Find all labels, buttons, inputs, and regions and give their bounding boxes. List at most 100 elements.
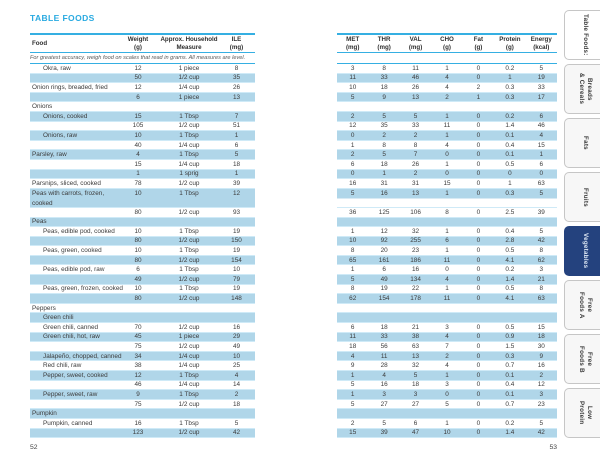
table-row: Peas, green, frozen, cooked 10 1 Tbsp 19 (30, 285, 255, 295)
cell-fat: 0 (476, 295, 481, 303)
cell-measure: 1 piece (178, 64, 200, 72)
cell-weight: 1 (136, 170, 140, 178)
cell-met: 10 (349, 83, 357, 91)
table-row: Parsnips, sliced, cooked 78 1/2 cup 39 (30, 179, 255, 189)
column-header-val: VAL (mg) (400, 36, 431, 51)
cell-met: 36 (349, 208, 357, 216)
cell-val: 46 (412, 74, 420, 82)
cell-thr: 3 (382, 390, 386, 398)
cell-ile: 19 (232, 285, 241, 293)
tab-label: Fruits (581, 187, 589, 207)
cell-measure: 1 Tbsp (179, 227, 199, 235)
cell-thr: 16 (380, 189, 388, 197)
tab-fats[interactable]: Fats (564, 118, 600, 168)
cell-protein: 1.4 (505, 429, 515, 437)
cell-food: Red chili, raw (43, 362, 82, 370)
cell-cho: 4 (445, 275, 449, 283)
cell-measure: 1/2 cup (178, 179, 200, 187)
cell-val: 186 (410, 256, 421, 264)
cell-measure: 1/2 cup (178, 237, 200, 245)
tab-low-protein[interactable]: Low Protein (564, 388, 600, 438)
cell-cho: 4 (445, 74, 449, 82)
cell-cho: 11 (443, 295, 451, 303)
cell-thr: 20 (380, 247, 388, 255)
cell-protein: 0.1 (505, 151, 515, 159)
cell-measure: 1/4 cup (178, 141, 200, 149)
cell-food: Onions, cooked (43, 112, 88, 120)
cell-val: 7 (413, 151, 418, 159)
cell-fat: 0 (476, 256, 481, 264)
cell-ile: 10 (232, 266, 241, 274)
cell-met: 62 (349, 295, 357, 303)
cell-measure: 1/2 cup (178, 208, 200, 216)
tab-breads-cereals[interactable]: Breads & Cereals (564, 64, 600, 114)
cell-protein: 1.4 (505, 122, 515, 130)
cell-energy: 6 (539, 112, 544, 120)
table-row: 6 18 21 3 0 0.5 15 (337, 323, 557, 333)
cell-weight: 10 (134, 227, 142, 235)
table-row: 10 18 26 4 2 0.3 33 (337, 83, 557, 93)
cell-met: 8 (350, 285, 355, 293)
tab-fruits[interactable]: Fruits (564, 172, 600, 222)
cell-thr: 12 (380, 227, 388, 235)
cell-energy: 8 (539, 247, 544, 255)
cell-fat: 0 (476, 179, 481, 187)
cell-cho: 4 (445, 333, 449, 341)
cell-weight: 15 (134, 112, 142, 120)
cell-thr: 56 (380, 343, 388, 351)
cell-measure: 1/2 cup (178, 256, 200, 264)
cell-fat: 0 (476, 371, 481, 379)
column-label: CHO (440, 36, 454, 44)
cell-protein: 2.8 (505, 237, 515, 245)
cell-val: 13 (412, 352, 420, 360)
header-spacer (337, 53, 557, 64)
cell-fat: 0 (476, 429, 481, 437)
column-unit: (g) (443, 43, 451, 51)
cell-fat: 0 (476, 122, 481, 130)
tab-table-foods[interactable]: Table Foods: (564, 10, 600, 60)
cell-measure: 1/2 cup (178, 295, 200, 303)
cell-energy: 42 (537, 429, 545, 437)
table-row: 8 19 22 1 0 0.5 8 (337, 285, 557, 295)
cell-val: 32 (412, 227, 420, 235)
column-header-food: Food (30, 40, 116, 47)
cell-thr: 92 (380, 237, 388, 245)
cell-val: 32 (412, 362, 420, 370)
cell-weight: 10 (134, 285, 142, 293)
cell-food: Peas, edible pod, raw (43, 266, 105, 274)
table-row: 12 35 33 11 0 1.4 46 (337, 122, 557, 132)
cell-weight: 123 (132, 429, 144, 437)
table-row: Peas, edible pod, cooked 10 1 Tbsp 19 (30, 227, 255, 237)
tab-free-foods-a[interactable]: Free Foods A (564, 280, 600, 330)
cell-protein: 0.1 (505, 131, 515, 139)
tab-free-foods-b[interactable]: Free Foods B (564, 334, 600, 384)
column-unit: Measure (176, 43, 202, 51)
cell-cho: 11 (443, 256, 451, 264)
cell-weight: 9 (136, 390, 140, 398)
column-header-met: MET (mg) (337, 36, 368, 51)
cell-val: 13 (412, 189, 420, 197)
tab-vegetables[interactable]: Vegetables (564, 226, 600, 276)
cell-protein: 0.4 (505, 381, 515, 389)
cell-thr: 9 (382, 93, 386, 101)
cell-val: 31 (412, 179, 420, 187)
cell-ile: 10 (232, 352, 241, 360)
cell-measure: 1/4 cup (178, 160, 200, 168)
cell-ile: 5 (234, 419, 239, 427)
section-row (337, 304, 557, 314)
table-row: 0 2 2 1 0 0.1 4 (337, 131, 557, 141)
cell-fat: 1 (476, 93, 481, 101)
cell-met: 8 (350, 247, 355, 255)
cell-ile: 18 (232, 160, 241, 168)
cell-cho: 4 (445, 141, 449, 149)
cell-cho: 2 (445, 352, 449, 360)
cell-val: 13 (412, 93, 420, 101)
table-row: 49 1/2 cup 79 (30, 275, 255, 285)
table-row: 8 20 23 1 0 0.5 8 (337, 246, 557, 256)
cell-cho: 1 (445, 285, 449, 293)
table-row: Peas with carrots, frozen, cooked 10 1 Tbs… (30, 188, 255, 208)
cell-ile: 2 (234, 390, 239, 398)
tab-label: Low Protein (578, 401, 593, 425)
cell-fat: 0 (476, 208, 481, 216)
cell-ile: 49 (232, 343, 241, 351)
